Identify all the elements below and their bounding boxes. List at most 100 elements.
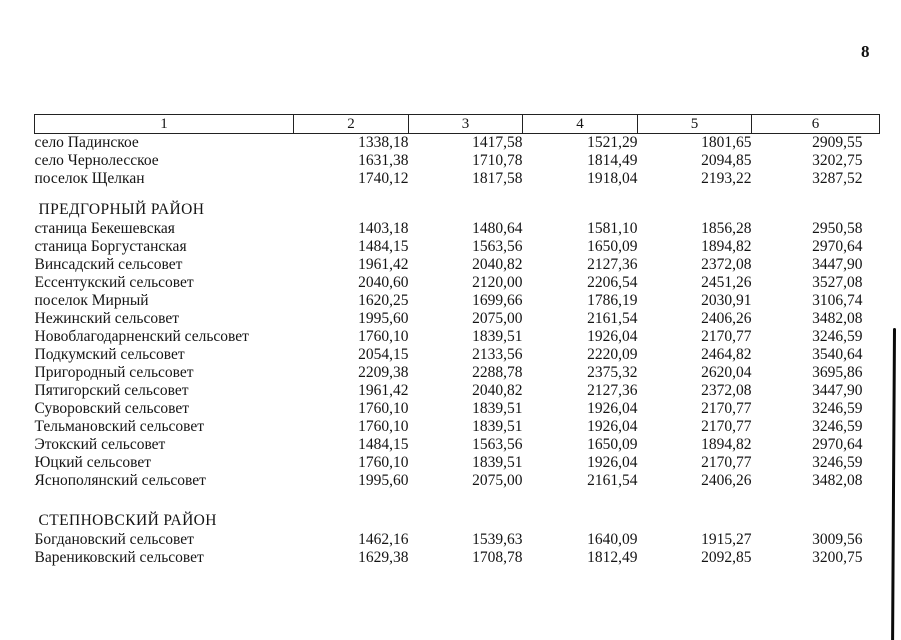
table-row: Подкумский сельсовет 2054,15 2133,56 2220,0…: [35, 346, 880, 364]
value-cell: 1563,56: [472, 436, 523, 453]
value-cell: 3246,59: [812, 328, 863, 345]
value-cell: 1926,04: [587, 400, 638, 417]
value-cell: 2406,26: [701, 472, 752, 489]
value-cell: 3200,75: [812, 549, 863, 566]
table-row: Пятигорский сельсовет 1961,42 2040,82 2127,…: [35, 382, 880, 400]
table-row: Юцкий сельсовет 1760,10 1839,51 1926,04 2170…: [35, 454, 880, 472]
value-cell: 3695,86: [812, 364, 863, 381]
spacer-row: [35, 490, 880, 511]
table-row: поселок Щелкан 1740,12 1817,58 1918,04 2193,…: [35, 170, 880, 188]
value-cell: 1926,04: [587, 328, 638, 345]
value-cell: 1760,10: [358, 454, 409, 471]
column-header: 4: [522, 114, 638, 134]
value-cell: 3540,64: [812, 346, 863, 363]
value-cell: 1801,65: [701, 134, 752, 151]
settlement-name-cell: Этокский сельсовет: [34, 436, 166, 453]
value-cell: 1961,42: [358, 382, 409, 399]
table-row: Яснополянский сельсовет 1995,60 2075,00 216…: [35, 472, 880, 490]
settlement-name-cell: Тельмановский сельсовет: [34, 418, 205, 435]
value-cell: 2209,38: [358, 364, 409, 381]
column-header: 3: [408, 114, 523, 134]
value-cell: 2040,82: [472, 382, 523, 399]
value-cell: 2120,00: [472, 274, 523, 291]
value-cell: 1894,82: [701, 238, 752, 255]
value-cell: 1760,10: [358, 400, 409, 417]
value-cell: 1918,04: [587, 170, 638, 187]
value-cell: 3202,75: [812, 152, 863, 169]
value-cell: 1629,38: [358, 549, 409, 566]
value-cell: 1760,10: [358, 328, 409, 345]
value-cell: 2372,08: [701, 382, 752, 399]
value-cell: 2406,26: [701, 310, 752, 327]
settlement-name-cell: станица Бекешевская: [34, 220, 175, 237]
value-cell: 3106,74: [812, 292, 863, 309]
section-heading-row: ПРЕДГОРНЫЙ РАЙОН: [35, 200, 880, 220]
value-cell: 1926,04: [587, 454, 638, 471]
value-cell: 3246,59: [812, 418, 863, 435]
table-row: станица Бекешевская 1403,18 1480,64 1581,10…: [35, 220, 880, 238]
value-cell: 2288,78: [472, 364, 523, 381]
settlement-name-cell: Вареников­ский сельсовет: [34, 549, 204, 566]
settlement-name-cell: Богдановский сельсовет: [34, 531, 194, 548]
table-row: Пригородный сельсовет 2209,38 2288,78 2375,…: [35, 364, 880, 382]
value-cell: 1650,09: [587, 436, 638, 453]
value-cell: 2206,54: [587, 274, 638, 291]
value-cell: 2970,64: [812, 436, 863, 453]
value-cell: 3447,90: [812, 256, 863, 273]
value-cell: 3246,59: [812, 400, 863, 417]
table-row: Ессентукский сельсовет 2040,60 2120,00 2206…: [35, 274, 880, 292]
settlement-name-cell: село Чернолесское: [34, 152, 159, 169]
value-cell: 3527,08: [812, 274, 863, 291]
section-heading: СТЕПНОВСКИЙ РАЙОН: [38, 512, 217, 529]
value-cell: 1894,82: [701, 436, 752, 453]
settlement-name-cell: Винсадский сельсовет: [34, 256, 183, 273]
value-cell: 3009,56: [812, 531, 863, 548]
value-cell: 2170,77: [701, 454, 752, 471]
value-cell: 1839,51: [472, 328, 523, 345]
value-cell: 1631,38: [358, 152, 409, 169]
value-cell: 1650,09: [587, 238, 638, 255]
value-cell: 1484,15: [358, 436, 409, 453]
table-row: Винсадский сельсовет 1961,42 2040,82 2127,3…: [35, 256, 880, 274]
value-cell: 1926,04: [587, 418, 638, 435]
value-cell: 2161,54: [587, 310, 638, 327]
value-cell: 2451,26: [701, 274, 752, 291]
value-cell: 3482,08: [812, 472, 863, 489]
value-cell: 2220,09: [587, 346, 638, 363]
table-row: село Чернолесское 1631,38 1710,78 1814,49 20…: [35, 152, 880, 170]
settlement-name-cell: Подкумский сельсовет: [34, 346, 185, 363]
value-cell: 1640,09: [587, 531, 638, 548]
page-number: 8: [861, 42, 870, 61]
table-row: поселок Мирный 1620,25 1699,66 1786,19 2030,…: [35, 292, 880, 310]
value-cell: 1699,66: [472, 292, 523, 309]
table-row: Этокский сельсовет 1484,15 1563,56 1650,09 1…: [35, 436, 880, 454]
column-header: 1: [34, 114, 294, 134]
value-cell: 1708,78: [472, 549, 523, 566]
value-cell: 1581,10: [587, 220, 638, 237]
value-cell: 1480,64: [472, 220, 523, 237]
column-header: 6: [751, 114, 880, 134]
value-cell: 1620,25: [358, 292, 409, 309]
table-row: Богдановский сельсовет 1462,16 1539,63 1640…: [35, 531, 880, 549]
value-cell: 3246,59: [812, 454, 863, 471]
value-cell: 2092,85: [701, 549, 752, 566]
settlement-name-cell: поселок Мирный: [34, 292, 149, 309]
settlement-name-cell: Юцкий сельсовет: [34, 454, 152, 471]
value-cell: 2170,77: [701, 400, 752, 417]
value-cell: 2127,36: [587, 382, 638, 399]
value-cell: 1710,78: [472, 152, 523, 169]
value-cell: 2075,00: [472, 472, 523, 489]
value-cell: 1417,58: [472, 134, 523, 151]
value-cell: 1814,49: [587, 152, 638, 169]
table-row: Суворовский сельсовет 1760,10 1839,51 1926,…: [35, 400, 880, 418]
value-cell: 1839,51: [472, 400, 523, 417]
value-cell: 2970,64: [812, 238, 863, 255]
value-cell: 2170,77: [701, 418, 752, 435]
value-cell: 1403,18: [358, 220, 409, 237]
table-row: Тельмановский сельсовет 1760,10 1839,51 192…: [35, 418, 880, 436]
spacer-row: [35, 188, 880, 200]
value-cell: 2094,85: [701, 152, 752, 169]
value-cell: 3287,52: [812, 170, 863, 187]
table-row: село Падинское 1338,18 1417,58 1521,29 1801,…: [35, 134, 880, 153]
